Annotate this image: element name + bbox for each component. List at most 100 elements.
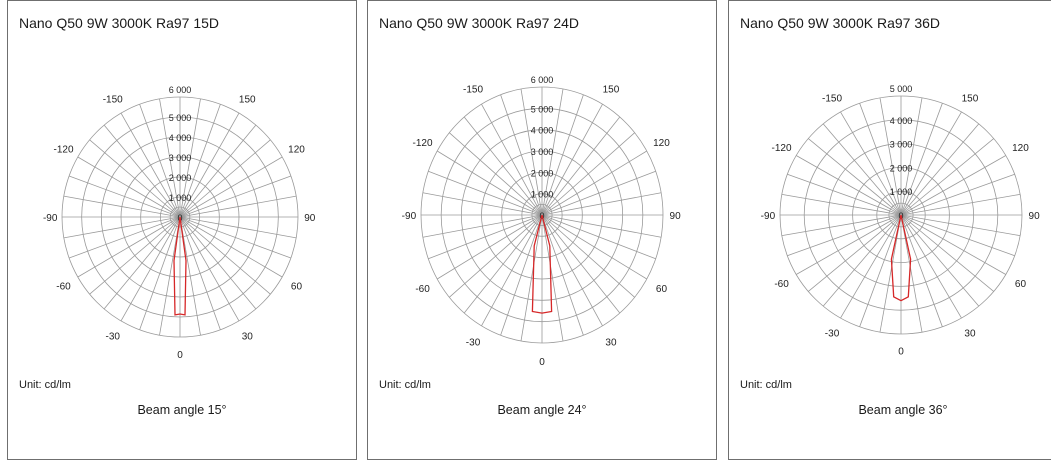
angle-tick-label: 90 <box>304 213 316 224</box>
grid-spoke <box>900 111 962 216</box>
angle-tick-label: 150 <box>239 95 256 106</box>
angle-tick-label: 60 <box>291 281 303 292</box>
luminous-intensity-curve <box>890 214 912 302</box>
polar-grid <box>61 96 299 338</box>
grid-spoke <box>449 214 543 298</box>
beam-angle-label: Beam angle 15° <box>137 403 227 417</box>
angle-tick-label: -120 <box>53 145 73 156</box>
grid-spoke <box>179 216 221 330</box>
grid-spoke <box>422 192 543 216</box>
angle-tick-label: 90 <box>670 211 682 222</box>
angle-tick-label: 30 <box>605 337 617 348</box>
grid-spoke <box>63 195 181 218</box>
radial-tick-label: 3 000 <box>169 153 192 163</box>
grid-spoke <box>859 214 902 327</box>
angle-tick-label: 30 <box>964 328 976 339</box>
grid-spoke <box>89 139 181 218</box>
grid-spoke <box>449 132 543 216</box>
grid-spoke <box>796 155 902 216</box>
unit-label: Unit: cd/lm <box>379 379 431 391</box>
angle-tick-label: -60 <box>774 279 789 290</box>
polar-chart: -150 150 -120 120 -90 90 -60 60 -30 30 0 6 000 5 000… <box>402 75 682 368</box>
angle-tick-label: 30 <box>242 331 254 342</box>
grid-spoke <box>89 216 181 295</box>
grid-spoke <box>179 139 271 218</box>
radial-tick-label: 6 000 <box>531 75 554 85</box>
angle-tick-label: -150 <box>103 95 123 106</box>
grid-spoke <box>179 175 292 218</box>
grid-spoke <box>822 214 902 307</box>
grid-spoke <box>541 88 564 216</box>
grid-spoke <box>120 112 181 218</box>
radial-tick-label: 5 000 <box>531 104 554 114</box>
grid-spoke <box>179 195 297 218</box>
grid-spoke <box>463 214 543 314</box>
polar-grid <box>779 95 1023 335</box>
angle-tick-label: -150 <box>463 85 483 96</box>
grid-spoke <box>541 214 603 327</box>
grid-spoke <box>900 103 943 216</box>
beam-angle-label: Beam angle 36° <box>858 403 948 417</box>
grid-spoke <box>179 216 297 239</box>
beam-angle-label: Beam angle 24° <box>497 403 587 417</box>
angle-tick-label: 60 <box>1015 279 1027 290</box>
chart-panel-15d: Nano Q50 9W 3000K Ra97 15D -150 150 -120 12… <box>7 0 357 460</box>
grid-spoke <box>808 138 902 216</box>
grid-spoke <box>179 216 292 259</box>
grid-spoke <box>63 216 181 239</box>
grid-spoke <box>139 104 181 218</box>
grid-spoke <box>541 94 584 216</box>
grid-spoke <box>77 156 181 218</box>
grid-spoke <box>428 170 543 216</box>
grid-spoke <box>179 216 240 322</box>
angle-tick-label: 0 <box>177 350 183 361</box>
grid-spoke <box>541 192 662 216</box>
chart-panel-24d: Nano Q50 9W 3000K Ra97 24D -150 150 -120 12… <box>367 0 717 460</box>
grid-spoke <box>541 214 656 260</box>
grid-spoke <box>900 214 1006 275</box>
grid-spoke <box>68 175 181 218</box>
grid-spoke <box>541 214 564 342</box>
grid-spoke <box>103 216 181 310</box>
grid-spoke <box>900 155 1006 216</box>
grid-spoke <box>787 214 902 257</box>
polar-chart: -150 150 -120 120 -90 90 -60 60 -30 30 0 5 000 4 000… <box>761 84 1041 358</box>
grid-spoke <box>840 111 902 216</box>
grid-spoke <box>781 193 902 216</box>
angle-tick-label: -150 <box>822 94 842 105</box>
angle-tick-label: 0 <box>539 357 545 368</box>
grid-spoke <box>500 214 543 336</box>
grid-spoke <box>437 150 543 216</box>
grid-spoke <box>541 170 656 216</box>
chart-title: Nano Q50 9W 3000K Ra97 36D <box>740 15 941 31</box>
grid-spoke <box>179 216 271 295</box>
grid-spoke <box>900 214 980 307</box>
grid-spoke <box>900 214 1015 257</box>
grid-spoke <box>77 216 181 278</box>
angle-tick-label: -30 <box>466 337 481 348</box>
unit-label: Unit: cd/lm <box>19 379 71 391</box>
angle-tick-label: 90 <box>1029 211 1041 222</box>
radial-tick-label: 2 000 <box>169 173 192 183</box>
grid-spoke <box>179 98 201 218</box>
grid-spoke <box>463 116 543 216</box>
grid-spoke <box>520 214 543 342</box>
grid-spoke <box>159 216 181 336</box>
grid-spoke <box>68 216 181 259</box>
grid-spoke <box>879 97 902 216</box>
radial-tick-label: 1 000 <box>169 193 192 203</box>
grid-spoke <box>500 94 543 216</box>
grid-spoke <box>541 150 647 216</box>
grid-spoke <box>541 214 584 336</box>
radial-tick-label: 1 000 <box>531 190 554 200</box>
grid-spoke <box>179 216 201 336</box>
grid-spoke <box>900 138 994 216</box>
grid-spoke <box>859 103 902 216</box>
radial-tick-label: 5 000 <box>890 84 913 94</box>
grid-spoke <box>541 116 621 216</box>
radial-tick-label: 6 000 <box>169 85 192 95</box>
chart-title: Nano Q50 9W 3000K Ra97 15D <box>19 15 220 31</box>
angle-tick-label: -120 <box>413 138 433 149</box>
radial-tick-label: 4 000 <box>531 126 554 136</box>
grid-spoke <box>179 124 257 218</box>
